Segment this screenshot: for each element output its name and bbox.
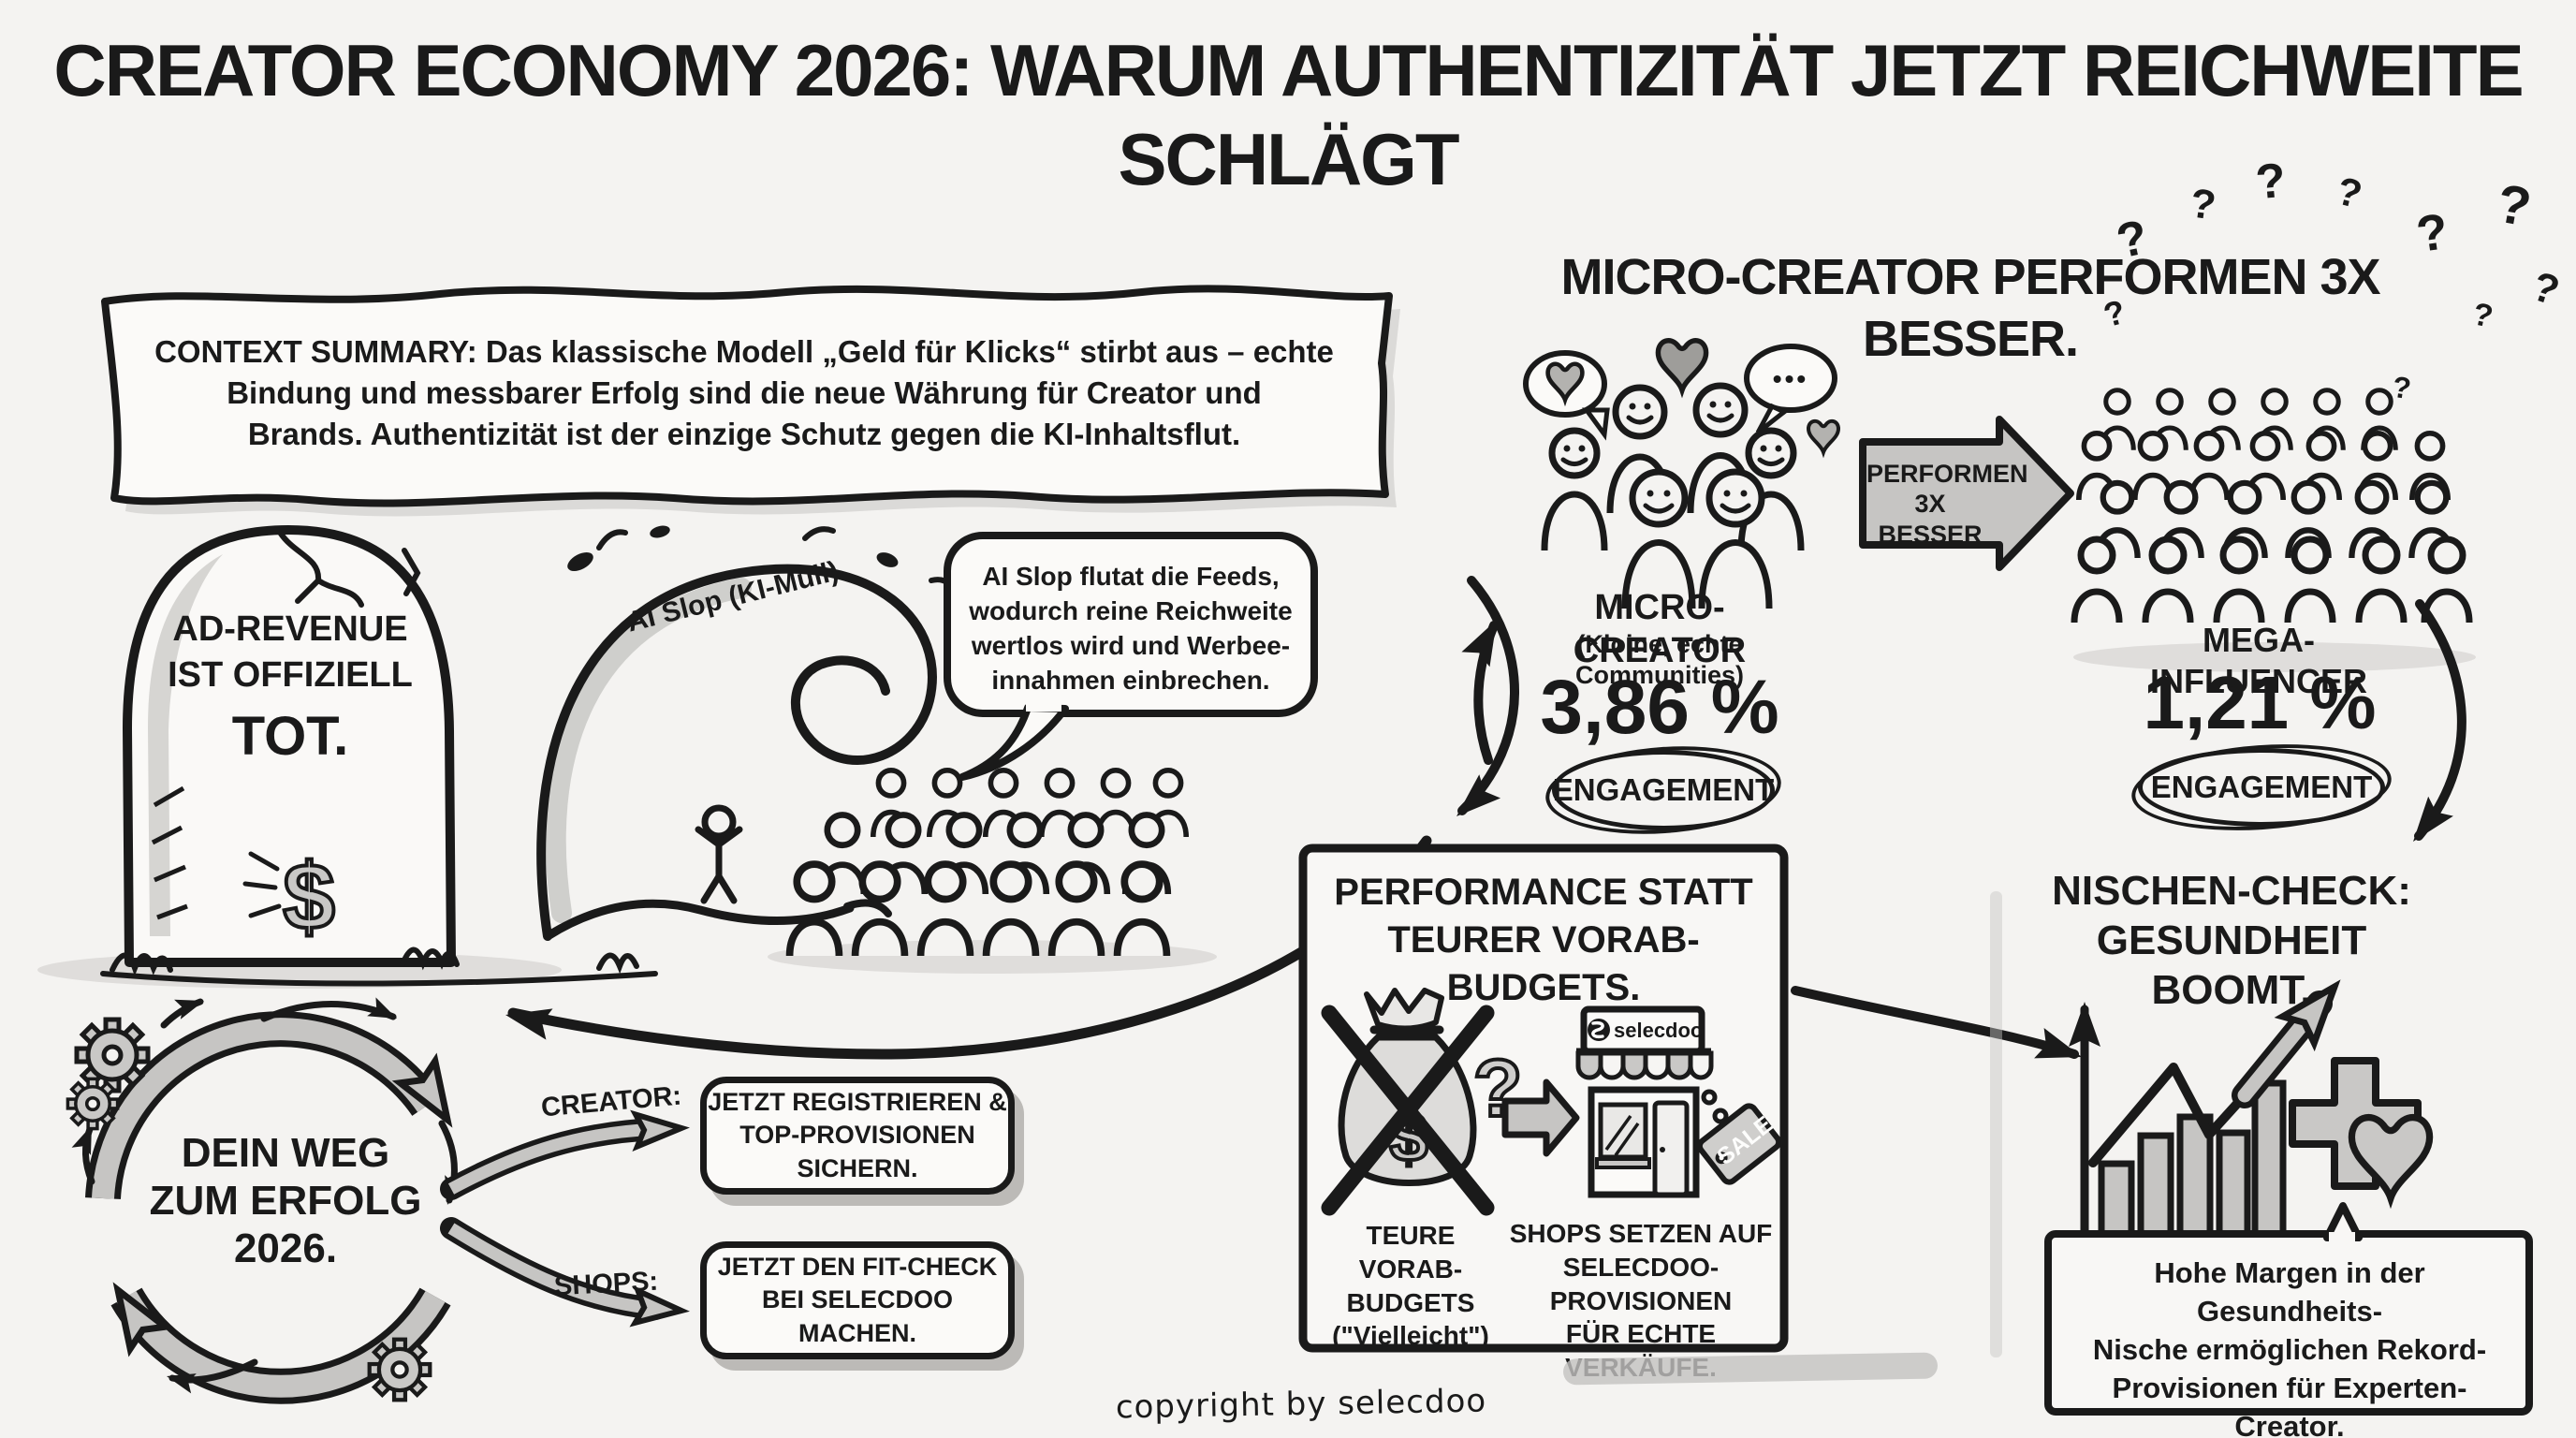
speech-bubble-text: AI Slop flutat die Feeds, wodurch reine … bbox=[969, 562, 1293, 695]
mega-influencer-label: MEGA-INFLUENCER bbox=[2150, 621, 2367, 700]
micro-creator-group-illustration bbox=[1523, 341, 1840, 609]
success-cycle-title: DEIN WEG ZUM ERFOLG 2026. bbox=[149, 1130, 422, 1272]
mega-influencer-crowd-illustration bbox=[2073, 390, 2476, 672]
cycle-arrow-up bbox=[1461, 612, 1512, 765]
shop-sign-text: selecdoo bbox=[1614, 1019, 1704, 1042]
micro-creator-sublabel: (Kloine, echte Communities) bbox=[1574, 630, 1744, 689]
ai-slop-crowd-illustration bbox=[768, 770, 1217, 974]
niche-note-box bbox=[2044, 1202, 2533, 1416]
speech-bubble bbox=[944, 532, 1318, 781]
sale-tag-icon: SALE bbox=[1696, 1103, 1782, 1185]
right-arrow-icon bbox=[1501, 1078, 1580, 1157]
micro-engagement-badge-label: ENGAGEMENT bbox=[1552, 772, 1775, 807]
mega-engagement-badge-label: ENGAGEMENT bbox=[2150, 770, 2373, 804]
micro-creator-label: MICRO-CREATOR bbox=[1573, 588, 1747, 671]
question-mark-icon: ? bbox=[2253, 153, 2289, 211]
mega-engagement-badge: ENGAGEMENT bbox=[2138, 748, 2385, 827]
shops-cta-button[interactable]: JETZT DEN FIT-CHECK BEI SELECDOO MACHEN. bbox=[700, 1241, 1015, 1359]
micro-engagement-badge: ENGAGEMENT bbox=[1552, 750, 1775, 830]
shop-icon: SALE bbox=[1575, 1005, 1782, 1198]
drowning-figure-icon bbox=[695, 804, 743, 904]
wave-icon bbox=[536, 525, 982, 941]
cross-out-icon bbox=[1321, 1005, 1495, 1216]
shops-label: SHOPS: bbox=[553, 1266, 659, 1302]
page-title: CREATOR ECONOMY 2026: WARUM AUTHENTIZITÄ… bbox=[53, 29, 2524, 201]
cycle-arrow-down bbox=[1445, 576, 1519, 829]
cta-arrows bbox=[440, 1112, 682, 1327]
context-summary-text: CONTEXT SUMMARY: Das klassische Modell „… bbox=[154, 334, 1334, 452]
mega-engagement-value: 1,21 % bbox=[2143, 661, 2377, 744]
creator-cta-button[interactable]: JETZT REGISTRIEREN & TOP-PROVISIONEN SIC… bbox=[700, 1077, 1015, 1195]
micro-engagement-value: 3,86 % bbox=[1540, 665, 1779, 750]
health-niche-chart bbox=[1990, 891, 2350, 1357]
performen-arrow-label: PERFORMEN 3X BESSER bbox=[1866, 460, 2028, 549]
health-cross-heart-icon bbox=[2289, 1057, 2430, 1198]
micro-section-heading: MICRO-CREATOR PERFORMEN 3X BESSER. bbox=[1560, 249, 2380, 367]
dots-bubble-text: ••• bbox=[1772, 364, 1809, 393]
niche-heading: NISCHEN-CHECK: GESUNDHEIT BOOMT. bbox=[2052, 868, 2411, 1013]
perf-to-niche-arrow bbox=[1791, 986, 2087, 1073]
money-bag-caption: TEURE VORAB- BUDGETS ("Vielleicht") bbox=[1332, 1221, 1489, 1351]
performance-box: $ ? SALE bbox=[1298, 844, 1789, 1353]
tombstone-text: AD-REVENUE IST OFFIZIELL bbox=[168, 609, 413, 696]
context-summary-box bbox=[101, 285, 1400, 517]
tombstone-illustration: $ bbox=[37, 525, 658, 989]
performen-arrow bbox=[1859, 416, 2074, 571]
tombstone-text-big: TOT. bbox=[231, 706, 349, 767]
copyright-text: copyright by selecdoo bbox=[1115, 1382, 1487, 1427]
dollar-icon: $ bbox=[283, 844, 335, 949]
mega-to-niche-arrow bbox=[2400, 599, 2466, 852]
performance-box-heading: PERFORMANCE STATT TEURER VORAB-BUDGETS. bbox=[1334, 872, 1753, 1009]
niche-note-text: Hohe Margen in der Gesundheits- Nische e… bbox=[2092, 1256, 2487, 1438]
